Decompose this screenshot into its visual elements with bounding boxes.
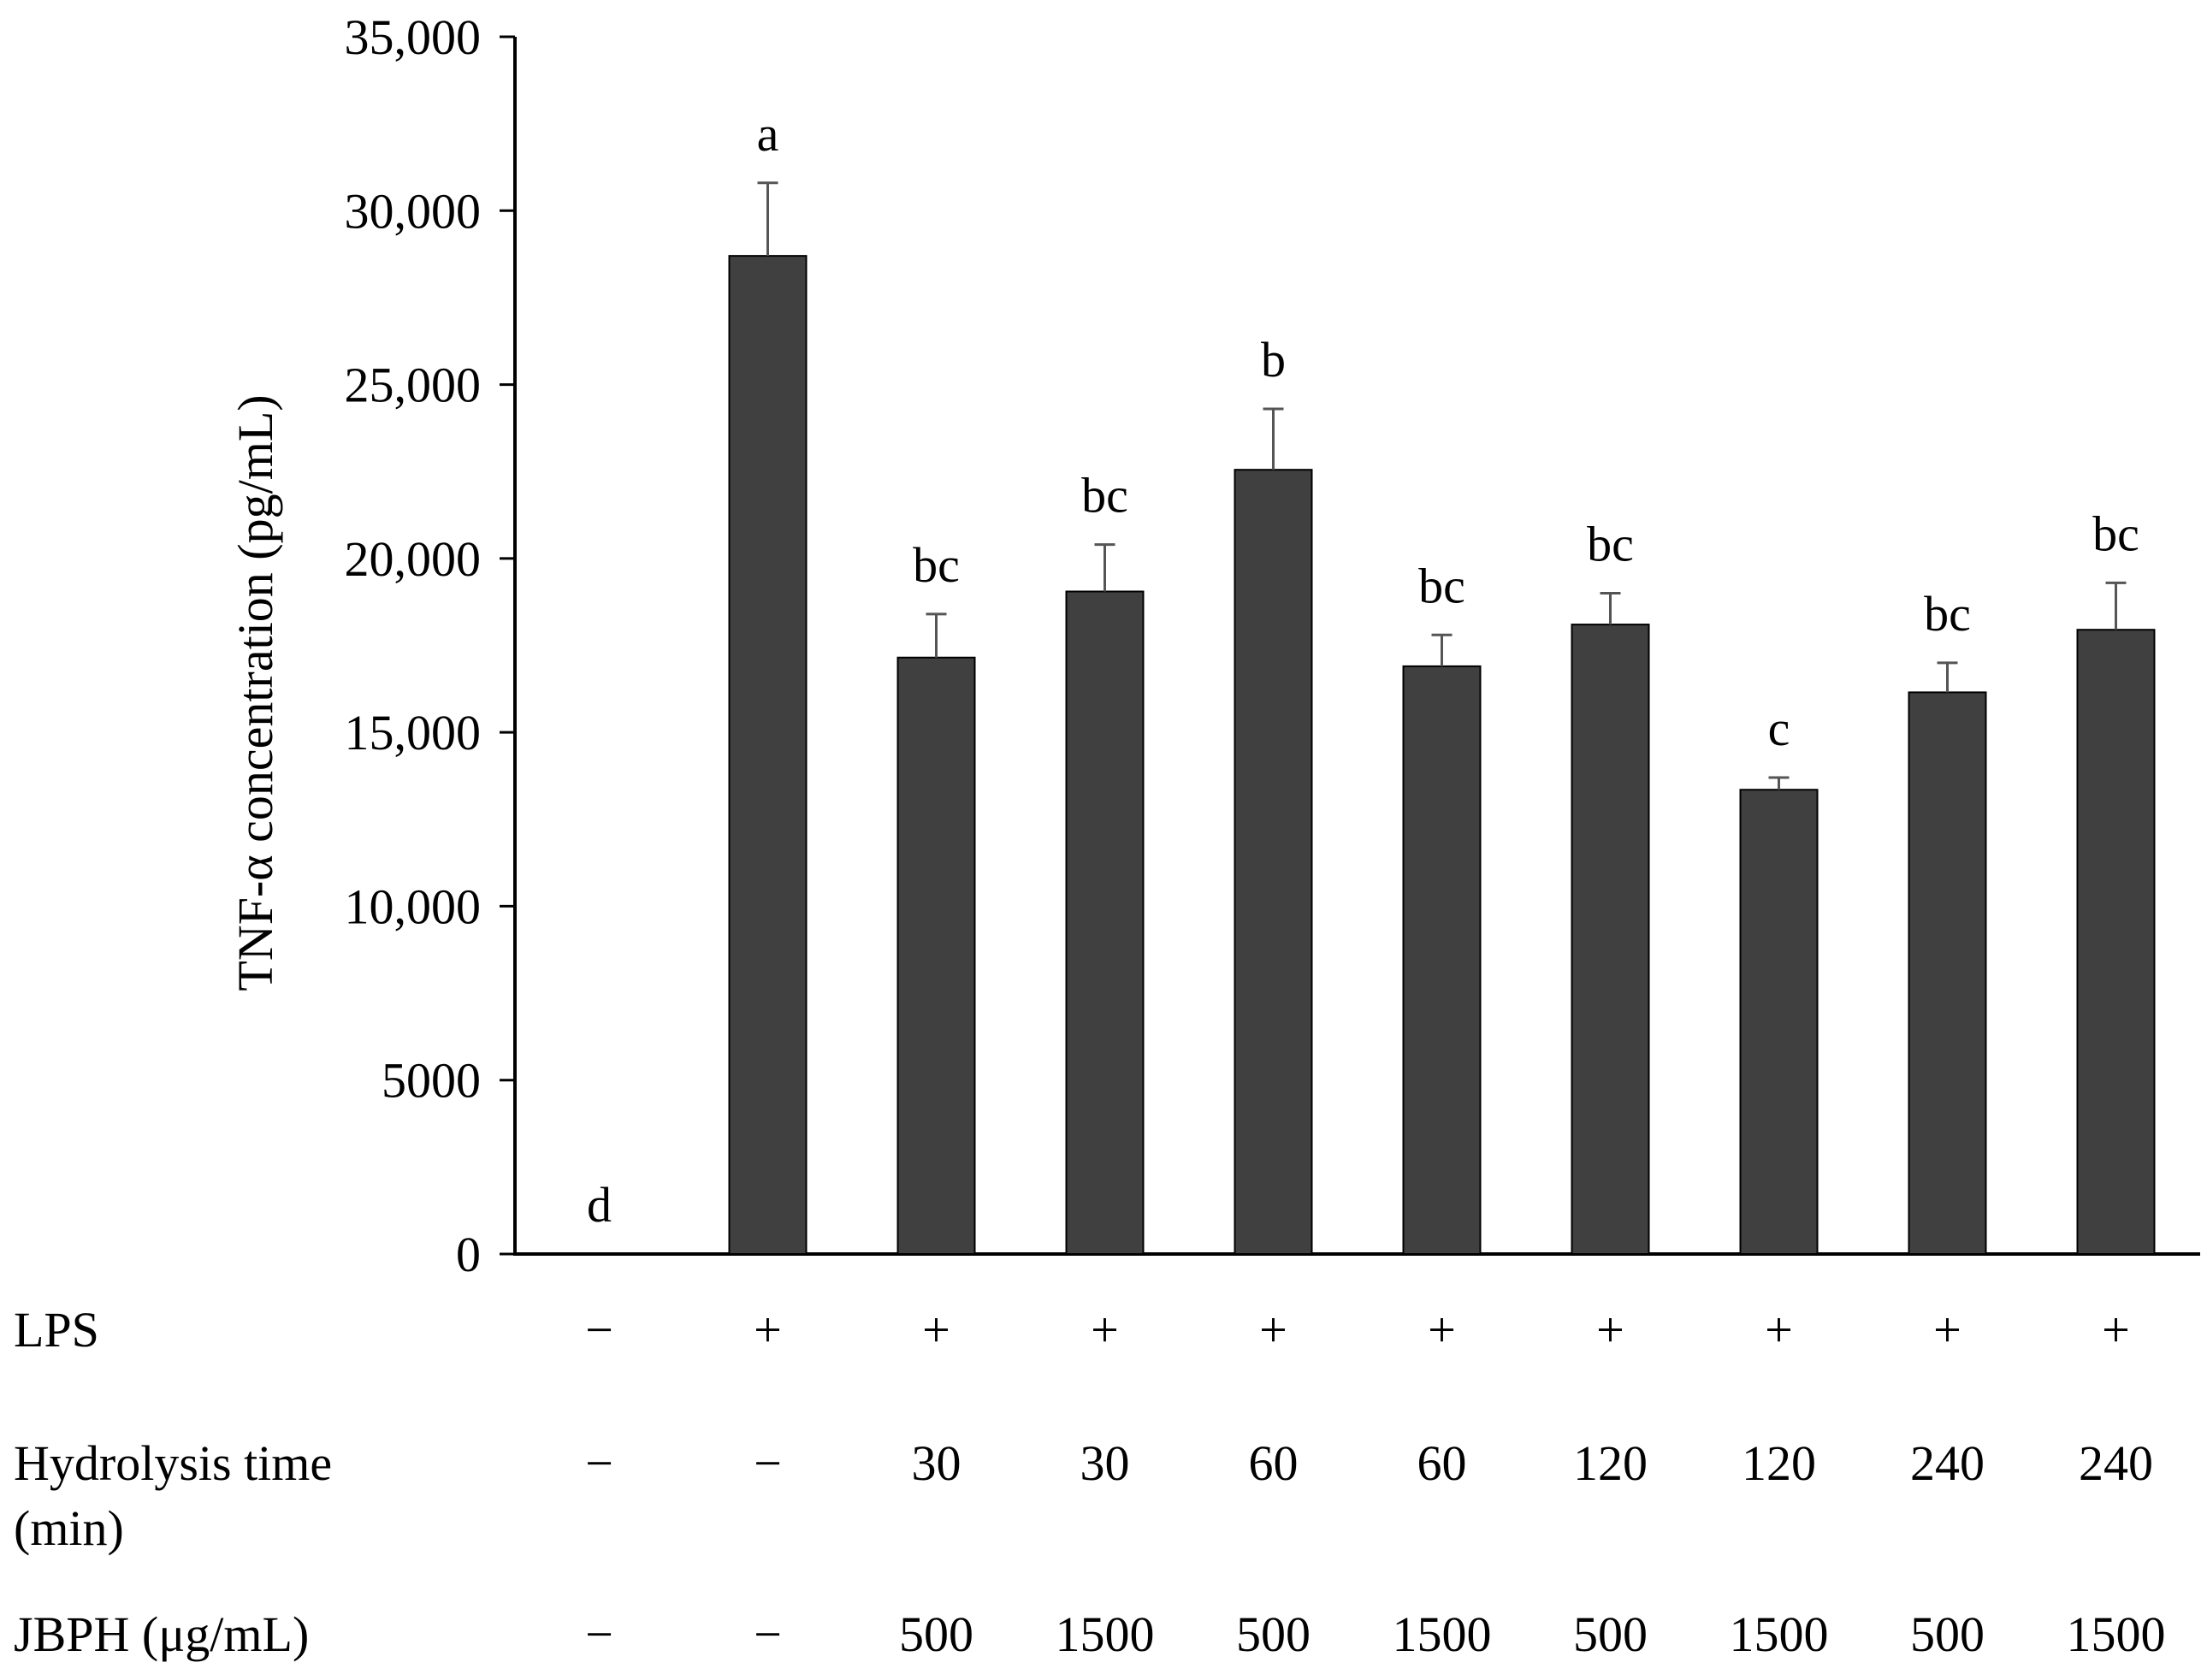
table-cell: 500 <box>1910 1606 1985 1662</box>
significance-letter: d <box>587 1177 612 1233</box>
significance-letter: a <box>757 106 779 162</box>
significance-letter: bc <box>1081 468 1128 524</box>
table-cell: − <box>585 1435 613 1491</box>
table-cell: − <box>585 1606 613 1662</box>
condition-table: LPS − + + + + + + + + + Hydrolysis time (min) − − 30 30 6… <box>14 1302 2166 1662</box>
table-cell: 1500 <box>1730 1606 1829 1662</box>
table-cell: 240 <box>1910 1435 1985 1491</box>
table-cell: 500 <box>899 1606 973 1662</box>
significance-letter: c <box>1768 701 1790 756</box>
y-tick-label: 35,000 <box>345 9 482 65</box>
table-cell: + <box>2102 1302 2130 1358</box>
table-cell: + <box>1933 1302 1961 1358</box>
table-cell: 60 <box>1249 1435 1299 1491</box>
bar <box>1065 590 1145 1255</box>
table-cell: 30 <box>912 1435 961 1491</box>
table-cell: + <box>1428 1302 1456 1358</box>
y-tick-label: 15,000 <box>345 705 482 760</box>
table-cell: + <box>1765 1302 1793 1358</box>
significance-letter: b <box>1261 332 1286 387</box>
bar <box>1571 624 1650 1255</box>
significance-letters: d a bc bc b bc bc c bc bc <box>587 106 2139 1233</box>
table-cell: 500 <box>1573 1606 1648 1662</box>
bar <box>1234 469 1313 1255</box>
table-cell: 30 <box>1080 1435 1130 1491</box>
y-axis-title-group: TNF-α concentration (pg/mL) <box>228 394 283 991</box>
y-tick-label: 5000 <box>382 1053 481 1109</box>
y-tick-label: 0 <box>456 1227 481 1282</box>
error-bars <box>757 181 2127 790</box>
y-axis-title: TNF-α concentration (pg/mL) <box>228 394 283 991</box>
table-row-label: JBPH (μg/mL) <box>14 1606 309 1662</box>
significance-letter: bc <box>1418 558 1465 613</box>
table-cell: − <box>585 1302 613 1358</box>
bar <box>1402 665 1482 1255</box>
significance-letter: bc <box>1587 517 1634 572</box>
bar <box>1908 691 1987 1255</box>
bar <box>728 255 808 1255</box>
bar <box>1739 789 1819 1255</box>
y-tick-label: 25,000 <box>345 358 482 413</box>
y-ticks: 0 5000 10,000 15,000 20,000 25,000 30,000 35,00… <box>345 9 515 1282</box>
table-cell: + <box>1596 1302 1624 1358</box>
table-cell: + <box>1091 1302 1119 1358</box>
table-cell: 120 <box>1742 1435 1816 1491</box>
y-tick-label: 30,000 <box>345 183 482 239</box>
table-cell: 120 <box>1573 1435 1648 1491</box>
significance-letter: bc <box>1924 586 1971 642</box>
table-cell: 1500 <box>2067 1606 2166 1662</box>
table-cell: + <box>754 1302 782 1358</box>
table-row-label: (min) <box>14 1500 124 1556</box>
table-cell: − <box>754 1606 782 1662</box>
table-cell: + <box>1259 1302 1287 1358</box>
table-row-label: LPS <box>14 1302 99 1358</box>
significance-letter: bc <box>913 537 960 593</box>
significance-letter: bc <box>2092 506 2139 561</box>
bar <box>2076 629 2156 1255</box>
table-cell: 60 <box>1417 1435 1467 1491</box>
table-cell: 1500 <box>1393 1606 1492 1662</box>
table-cell: 500 <box>1236 1606 1311 1662</box>
bar <box>896 656 976 1255</box>
table-cell: 1500 <box>1056 1606 1155 1662</box>
y-tick-label: 20,000 <box>345 531 482 587</box>
table-cell: − <box>754 1435 782 1491</box>
table-row-label: Hydrolysis time <box>14 1435 332 1491</box>
bars <box>728 255 2156 1255</box>
table-cell: + <box>922 1302 950 1358</box>
table-cell: 240 <box>2079 1435 2153 1491</box>
y-tick-label: 10,000 <box>345 878 482 934</box>
